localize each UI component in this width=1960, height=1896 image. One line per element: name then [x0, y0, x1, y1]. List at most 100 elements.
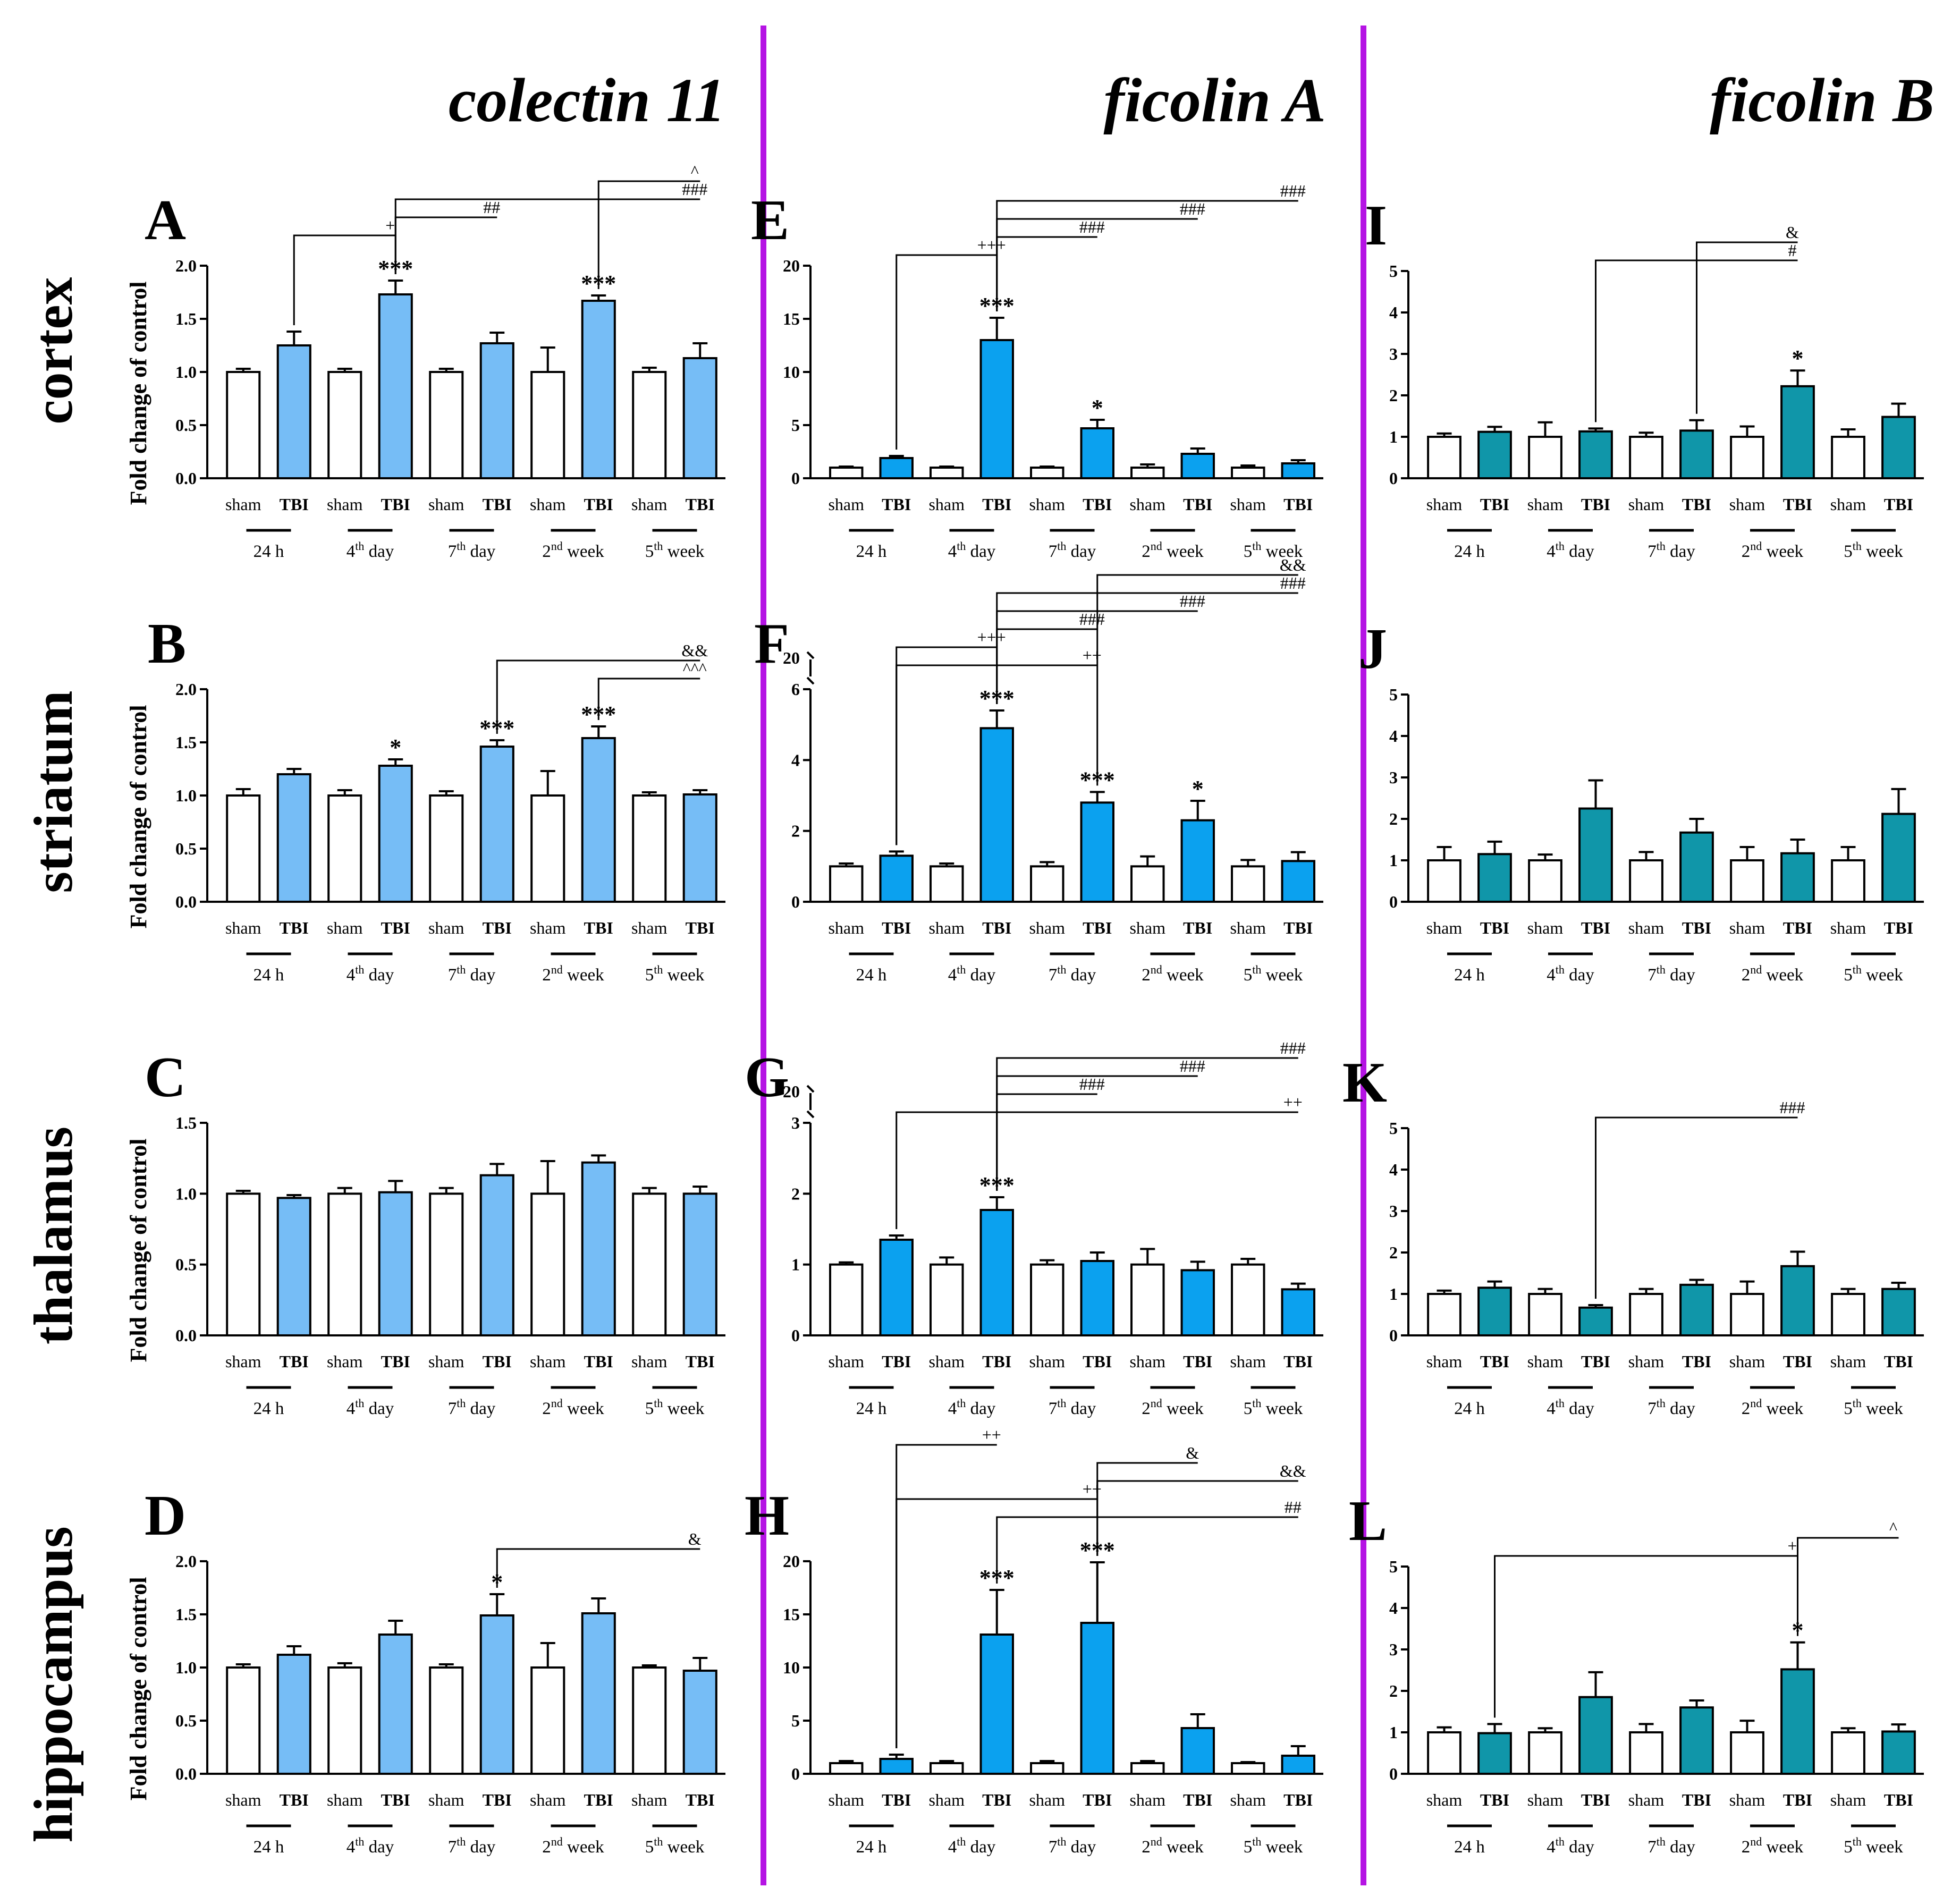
bar-sham [226, 794, 261, 903]
bar-sham [1629, 436, 1663, 479]
x-group-label: 2nd week [1142, 963, 1204, 985]
x-label-tbi: TBI [882, 918, 911, 937]
bracket-annotation: ### [1180, 199, 1205, 218]
row-label-striatum: striatum [23, 690, 84, 893]
y-tick-label: 1.0 [175, 1184, 197, 1203]
bar-tbi [378, 765, 413, 903]
x-label-sham: sham [1230, 1790, 1266, 1809]
x-group-label: 2nd week [1142, 1835, 1204, 1857]
bar-sham [930, 1762, 964, 1775]
x-group-label: 5th week [1244, 539, 1303, 561]
y-tick-label: 4 [1389, 303, 1398, 322]
row-label-cortex: cortex [23, 277, 84, 424]
bar-tbi [1679, 1706, 1714, 1775]
x-group-label: 7th day [1049, 1396, 1096, 1418]
bar-tbi [1578, 1306, 1613, 1336]
panel-letter: C [145, 1046, 186, 1109]
x-label-tbi: TBI [1480, 1790, 1509, 1809]
bar-tbi [879, 1239, 914, 1336]
x-label-sham: sham [1029, 495, 1065, 514]
bar-sham [429, 1192, 464, 1336]
y-tick-label: 0 [1389, 892, 1398, 911]
x-label-tbi: TBI [381, 918, 410, 937]
x-group-label: 5th week [1844, 963, 1903, 985]
x-label-sham: sham [1729, 1790, 1765, 1809]
x-label-tbi: TBI [584, 495, 613, 514]
y-tick-label: 0.0 [175, 1764, 197, 1783]
x-label-sham: sham [428, 1790, 464, 1809]
panel-letter: J [1358, 617, 1387, 681]
y-tick-label: 0.5 [175, 839, 197, 858]
panel-I: I 0 1 2 3 4 5 sham TBI sham TBI sham TBI sham TBI sham T… [1365, 194, 1924, 561]
comparison-bracket [996, 592, 1298, 704]
panel-H: H 0 5 10 15 20 sham TBI sham TBI sham TBI sham TBI sha… [745, 1425, 1323, 1857]
x-group-label: 7th day [1648, 1396, 1695, 1418]
comparison-bracket [895, 646, 997, 845]
bar-sham [429, 1666, 464, 1775]
x-label-tbi: TBI [1884, 918, 1913, 937]
panel-K: K 0 1 2 3 4 5 sham TBI sham TBI sham TBI sham TBI sham T… [1342, 1051, 1924, 1418]
x-group-label: 2nd week [1742, 963, 1804, 985]
x-label-sham: sham [428, 495, 464, 514]
x-label-sham: sham [530, 918, 566, 937]
bar-tbi [1477, 430, 1512, 480]
y-tick-label: 3 [1389, 768, 1398, 787]
significance-stars: * [1792, 345, 1804, 371]
bracket-annotation: + [385, 216, 395, 235]
x-label-tbi: TBI [1884, 1352, 1913, 1371]
bar-tbi [1881, 1288, 1916, 1336]
x-label-tbi: TBI [1480, 1352, 1509, 1371]
panel-letter: A [145, 189, 186, 252]
x-label-sham: sham [1426, 1352, 1463, 1371]
panel-letter: L [1349, 1489, 1387, 1553]
row-label-hippocampus: hippocampus [23, 1526, 84, 1842]
x-group-label: 7th day [1648, 963, 1695, 985]
x-label-sham: sham [928, 1352, 965, 1371]
x-label-tbi: TBI [1581, 1790, 1610, 1809]
x-label-sham: sham [631, 1790, 668, 1809]
x-label-tbi: TBI [1783, 918, 1812, 937]
y-tick-label: 2.0 [175, 256, 197, 275]
x-group-label: 5th week [645, 963, 705, 985]
bar-tbi [1780, 1668, 1815, 1775]
x-label-sham: sham [327, 918, 363, 937]
panel-C: C Fold change of control 0.0 0.5 1.0 1.5 sham T… [125, 1046, 725, 1418]
y-tick-label: 0.0 [175, 892, 197, 911]
y-tick-label: 1.5 [175, 309, 197, 328]
x-label-sham: sham [1628, 918, 1665, 937]
y-tick-label: 0.5 [175, 1711, 197, 1730]
x-group-label: 4th day [1547, 963, 1594, 985]
bar-sham [429, 371, 464, 479]
bar-tbi [1281, 1755, 1315, 1775]
comparison-bracket [496, 1548, 700, 1588]
bar-sham [1528, 859, 1562, 903]
y-tick-label: 0.5 [175, 1255, 197, 1274]
x-group-label: 2nd week [542, 539, 604, 561]
y-tick-label: 5 [1389, 1119, 1398, 1138]
y-tick-label: 0.0 [175, 469, 197, 488]
bar-sham [1831, 1293, 1865, 1336]
x-label-tbi: TBI [1682, 918, 1711, 937]
bar-sham [530, 371, 565, 479]
x-label-sham: sham [1426, 918, 1463, 937]
bar-tbi [1578, 807, 1613, 903]
y-tick-label: 10 [783, 362, 800, 382]
significance-stars: * [1092, 395, 1103, 421]
bar-sham [829, 1263, 864, 1337]
bar-sham [829, 1762, 864, 1775]
comparison-bracket [1595, 259, 1798, 422]
x-label-sham: sham [1527, 1352, 1564, 1371]
panel-A: A Fold change of control 0.0 0.5 1.0 1.5 2.0 sh… [125, 162, 725, 561]
bar-tbi [1281, 860, 1315, 903]
x-group-label: 5th week [645, 1835, 705, 1857]
x-group-label: 5th week [1844, 1835, 1903, 1857]
x-label-sham: sham [225, 918, 261, 937]
x-label-tbi: TBI [982, 495, 1011, 514]
x-label-tbi: TBI [982, 918, 1011, 937]
x-group-label: 4th day [347, 1396, 394, 1418]
y-tick-label: 1 [1389, 1723, 1398, 1742]
comparison-bracket [597, 678, 700, 720]
x-label-tbi: TBI [1183, 918, 1212, 937]
y-tick-label: 2.0 [175, 680, 197, 699]
